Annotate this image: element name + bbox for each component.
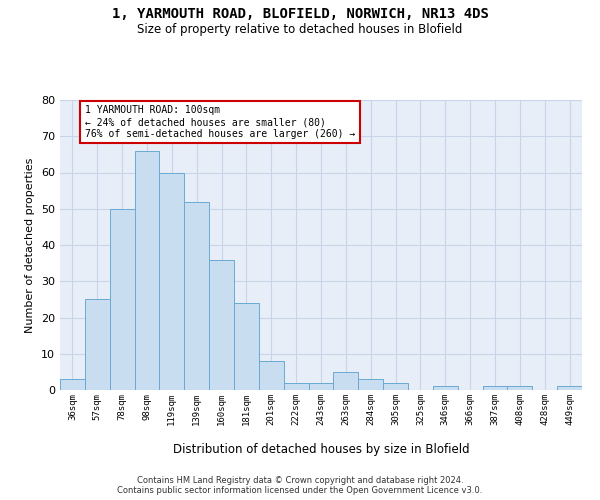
- Bar: [358, 379, 383, 390]
- Bar: [110, 209, 134, 390]
- Text: Size of property relative to detached houses in Blofield: Size of property relative to detached ho…: [137, 22, 463, 36]
- Text: Distribution of detached houses by size in Blofield: Distribution of detached houses by size …: [173, 442, 469, 456]
- Bar: [184, 202, 209, 390]
- Bar: [482, 386, 508, 390]
- Text: 1 YARMOUTH ROAD: 100sqm
← 24% of detached houses are smaller (80)
76% of semi-de: 1 YARMOUTH ROAD: 100sqm ← 24% of detache…: [85, 106, 355, 138]
- Bar: [308, 383, 334, 390]
- Bar: [160, 172, 184, 390]
- Text: 1, YARMOUTH ROAD, BLOFIELD, NORWICH, NR13 4DS: 1, YARMOUTH ROAD, BLOFIELD, NORWICH, NR1…: [112, 8, 488, 22]
- Bar: [234, 303, 259, 390]
- Bar: [284, 383, 308, 390]
- Bar: [433, 386, 458, 390]
- Bar: [557, 386, 582, 390]
- Bar: [508, 386, 532, 390]
- Bar: [334, 372, 358, 390]
- Bar: [259, 361, 284, 390]
- Text: Contains HM Land Registry data © Crown copyright and database right 2024.
Contai: Contains HM Land Registry data © Crown c…: [118, 476, 482, 495]
- Bar: [85, 300, 110, 390]
- Y-axis label: Number of detached properties: Number of detached properties: [25, 158, 35, 332]
- Bar: [60, 379, 85, 390]
- Bar: [383, 383, 408, 390]
- Bar: [209, 260, 234, 390]
- Bar: [134, 151, 160, 390]
